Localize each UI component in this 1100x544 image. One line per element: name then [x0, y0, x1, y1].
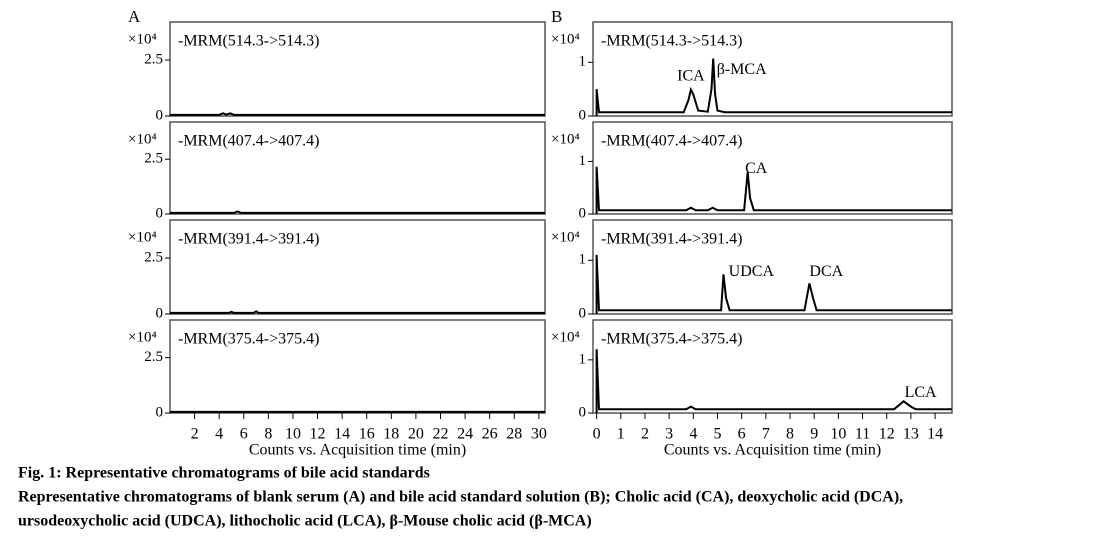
plot-frame — [169, 219, 546, 315]
subtitle: -MRM(375.4->375.4) — [601, 331, 742, 348]
plot-frame — [169, 121, 546, 215]
x-tick-label: 3 — [665, 426, 673, 443]
y-tick-label: 0 — [579, 205, 587, 221]
y-tick-label: 1 — [579, 351, 587, 367]
x-tick-label: 14 — [927, 426, 943, 443]
subtitle: -MRM(407.4->407.4) — [178, 133, 319, 150]
y-tick-label: 2.5 — [144, 51, 163, 67]
trace — [595, 58, 952, 116]
x-axis-label: Counts vs. Acquisition time (min) — [249, 442, 466, 459]
x-tick-label: 22 — [432, 426, 448, 443]
x-tick-label: 26 — [482, 426, 498, 443]
x-tick-label: 6 — [738, 426, 746, 443]
peak-label: β-MCA — [717, 61, 767, 78]
trace — [595, 166, 952, 214]
x-tick-label: 11 — [855, 426, 870, 443]
x-tick-label: 4 — [689, 426, 697, 443]
x-tick-label: 8 — [786, 426, 794, 443]
y-unit: ×10⁴ — [128, 329, 157, 345]
y-tick-label: 2.5 — [144, 151, 163, 167]
plot-frame — [592, 219, 953, 315]
y-tick-label: 0 — [156, 305, 164, 321]
x-tick-label: 4 — [215, 426, 223, 443]
x-tick-label: 7 — [762, 426, 770, 443]
peak-label: UDCA — [729, 263, 775, 280]
y-tick-label: 0 — [579, 107, 587, 123]
panel-label: A — [128, 7, 141, 26]
y-unit: ×10⁴ — [551, 329, 580, 345]
x-tick-label: 12 — [879, 426, 895, 443]
y-tick-label: 0 — [579, 404, 587, 420]
y-tick-label: 0 — [156, 205, 164, 221]
subtitle: -MRM(407.4->407.4) — [601, 133, 742, 150]
x-tick-label: 10 — [830, 426, 846, 443]
y-tick-label: 0 — [156, 404, 164, 420]
x-tick-label: 13 — [903, 426, 919, 443]
y-unit: ×10⁴ — [551, 31, 580, 47]
y-unit: ×10⁴ — [551, 229, 580, 245]
y-tick-label: 1 — [579, 153, 587, 169]
plot-frame — [592, 319, 953, 414]
subtitle: -MRM(391.4->391.4) — [178, 231, 319, 248]
x-tick-label: 1 — [617, 426, 625, 443]
x-tick-label: 20 — [408, 426, 424, 443]
subtitle: -MRM(514.3->514.3) — [601, 33, 742, 50]
caption-line: Representative chromatograms of blank se… — [18, 489, 903, 506]
y-tick-label: 2.5 — [144, 249, 163, 265]
caption-line: ursodeoxycholic acid (UDCA), lithocholic… — [18, 513, 592, 530]
x-tick-label: 6 — [240, 426, 248, 443]
trace — [170, 112, 545, 116]
y-unit: ×10⁴ — [551, 131, 580, 147]
peak-label: LCA — [905, 384, 937, 401]
x-tick-label: 5 — [714, 426, 722, 443]
y-tick-label: 1 — [579, 54, 587, 70]
peak-label: ICA — [677, 67, 705, 84]
y-tick-label: 1 — [579, 252, 587, 268]
plot-frame — [169, 319, 546, 414]
x-tick-label: 24 — [457, 426, 473, 443]
y-tick-label: 0 — [156, 107, 164, 123]
plot-frame — [592, 21, 953, 117]
x-tick-label: 16 — [359, 426, 375, 443]
y-tick-label: 0 — [579, 305, 587, 321]
y-unit: ×10⁴ — [128, 229, 157, 245]
x-tick-label: 2 — [641, 426, 649, 443]
trace — [170, 310, 545, 314]
x-axis-label: Counts vs. Acquisition time (min) — [664, 442, 881, 459]
plot-frame — [592, 121, 953, 215]
x-tick-label: 14 — [334, 426, 350, 443]
x-tick-label: 8 — [264, 426, 272, 443]
peak-label: CA — [745, 160, 768, 177]
x-tick-label: 28 — [506, 426, 522, 443]
x-tick-label: 9 — [810, 426, 818, 443]
subtitle: -MRM(391.4->391.4) — [601, 231, 742, 248]
trace — [595, 254, 952, 314]
caption-title: Fig. 1: Representative chromatograms of … — [18, 465, 430, 482]
y-unit: ×10⁴ — [128, 31, 157, 47]
x-tick-label: 10 — [285, 426, 301, 443]
plot-frame — [169, 21, 546, 117]
trace — [595, 349, 952, 413]
x-tick-label: 2 — [191, 426, 199, 443]
x-tick-label: 30 — [531, 426, 547, 443]
x-tick-label: 18 — [383, 426, 399, 443]
trace — [170, 210, 545, 214]
y-tick-label: 2.5 — [144, 349, 163, 365]
subtitle: -MRM(514.3->514.3) — [178, 33, 319, 50]
y-unit: ×10⁴ — [128, 131, 157, 147]
peak-label: DCA — [809, 263, 843, 280]
x-tick-label: 0 — [593, 426, 601, 443]
x-tick-label: 12 — [310, 426, 326, 443]
panel-label: B — [551, 7, 562, 26]
subtitle: -MRM(375.4->375.4) — [178, 331, 319, 348]
